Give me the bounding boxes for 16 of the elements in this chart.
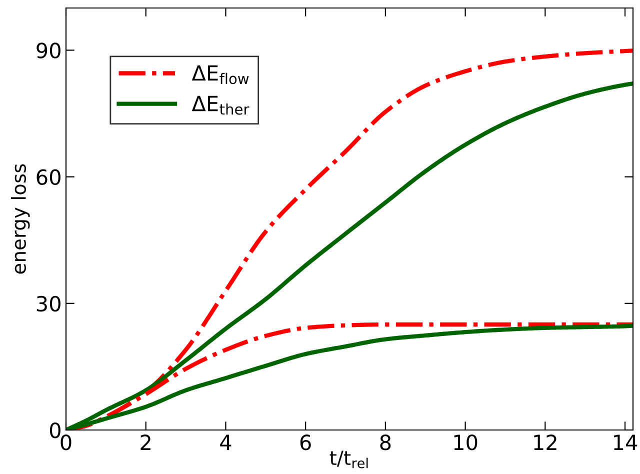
legend-label: ΔE$_{ther}$ <box>192 96 250 115</box>
y-tick-label: 0 <box>50 422 60 438</box>
x-tick-label: 4 <box>220 434 232 450</box>
x-tick-label: 10 <box>454 434 478 450</box>
y-tick-label: 90 <box>36 42 60 58</box>
x-tick-label: 12 <box>534 434 556 450</box>
legend-label: ΔE$_{flow}$ <box>192 65 249 84</box>
y-tick-label: 60 <box>36 169 60 186</box>
y-axis-title: energy loss <box>10 164 30 274</box>
x-tick-label: 2 <box>140 434 150 450</box>
x-tick-label: 6 <box>300 434 311 450</box>
y-tick-label: 30 <box>36 296 60 312</box>
x-axis-title: t/t$_{rel}$ <box>330 450 368 468</box>
x-tick-label: 0 <box>60 434 72 450</box>
x-tick-label: 14 <box>614 434 638 450</box>
x-tick-label: 8 <box>380 434 391 450</box>
